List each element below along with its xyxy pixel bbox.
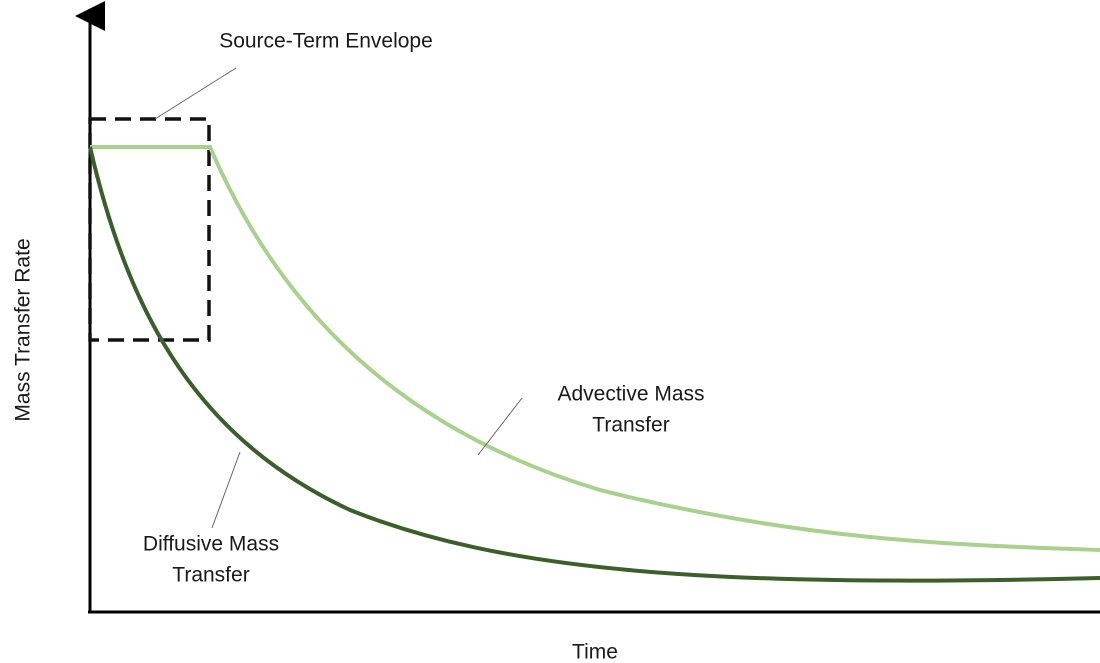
leader-line <box>477 397 523 456</box>
annotation: Advective Mass <box>557 383 704 406</box>
y-axis-label: Mass Transfer Rate <box>12 238 35 421</box>
source-term-envelope <box>88 117 211 342</box>
annotation: Diffusive Mass <box>143 533 279 556</box>
x-axis-label: Time <box>572 641 618 663</box>
advective-curve <box>90 145 1100 552</box>
annotation: Transfer <box>592 414 669 437</box>
leader-line <box>211 451 241 529</box>
annotation: Source-Term Envelope <box>219 30 433 53</box>
diffusive-curve <box>88 146 1100 583</box>
leader-line <box>154 67 237 120</box>
annotation: Transfer <box>172 564 249 587</box>
